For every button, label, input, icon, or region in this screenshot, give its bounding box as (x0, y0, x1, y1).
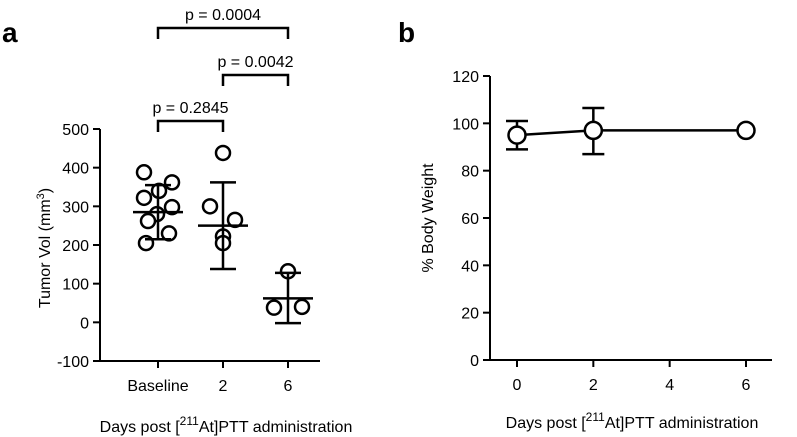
panel-b-y-tick-label: 100 (452, 116, 479, 133)
panel-a-significance-bracket (156, 26, 290, 39)
panel-b-y-tick-label: 80 (461, 164, 479, 181)
panel-b-chart: 0 20 40 60 80 100 120 0 2 4 6 (452, 69, 772, 394)
panel-a-p-value-label: p = 0.0042 (217, 54, 293, 71)
panel-a-significance-bracket (221, 73, 290, 86)
panel-a-xlabel-prefix: Days post [ (100, 419, 181, 436)
panel-a-chart: -100 0 100 200 300 400 500 Baseline 2 6 p = 0.0004… (57, 7, 320, 395)
panel-a-data-point (139, 212, 157, 230)
panel-a-data-point (214, 144, 232, 162)
panel-a-y-tick-label: 500 (62, 122, 89, 139)
panel-a-y-tick-label: 200 (62, 238, 89, 255)
panel-b-x-tick-label: 0 (513, 377, 522, 394)
panel-b-data-point (583, 120, 604, 141)
panel-a-ylabel-suffix: ) (37, 188, 54, 193)
panel-a-xlabel-suffix: At]PTT administration (199, 419, 353, 436)
panel-b-y-tick-label: 20 (461, 306, 479, 323)
panel-a-significance-bracket (156, 119, 225, 132)
panel-b-x-tick-label: 2 (589, 377, 598, 394)
panel-b-y-axis-title: % Body Weight (420, 163, 437, 273)
panel-a-y-tick-label: 0 (80, 315, 89, 332)
panel-a-p-value-label: p = 0.0004 (185, 7, 261, 24)
panel-a-data-point (163, 198, 181, 216)
panel-b-xlabel-sup: 211 (586, 410, 605, 424)
panel-a-data-point (201, 198, 219, 215)
panel-a-x-tick-label: Baseline (127, 378, 188, 395)
panel-b-x-tick-label: 6 (742, 377, 751, 394)
panel-a-x-tick-label: 2 (219, 378, 228, 395)
panel-a-data-point (265, 299, 283, 316)
panel-b-data-point (736, 120, 756, 141)
panel-b-x-axis-title: Days post [211At]PTT administration (506, 410, 759, 432)
panel-a-data-point (135, 189, 153, 207)
panel-b-y-tick-label: 60 (461, 211, 479, 228)
panel-label-a: a (2, 17, 18, 48)
panel-a-data-point (135, 164, 153, 181)
panel-b-y-tick-label: 40 (461, 258, 479, 275)
panel-b-data-point (507, 125, 527, 145)
panel-a-x-tick-label: 6 (284, 378, 293, 395)
panel-a-y-tick-label: 300 (62, 199, 89, 216)
panel-a-y-tick-label: -100 (57, 354, 89, 371)
panel-a-data-point (163, 174, 181, 191)
panel-a-y-axis-title: Tumor Vol (mm3) (35, 188, 54, 308)
panel-a-x-axis-title: Days post [211At]PTT administration (100, 414, 353, 436)
panel-a-ylabel-sup: 3 (35, 193, 47, 199)
panel-b-y-tick-label: 120 (452, 69, 479, 86)
panel-label-b: b (398, 17, 415, 48)
panel-a-p-value-label: p = 0.2845 (152, 100, 228, 117)
panel-a-y-tick-label: 400 (62, 161, 89, 178)
panel-b-xlabel-suffix: At]PTT administration (605, 415, 759, 432)
panel-a-ylabel-prefix: Tumor Vol (mm (37, 199, 54, 308)
panel-a-xlabel-sup: 211 (180, 414, 199, 428)
panel-a-y-tick-label: 100 (62, 277, 89, 294)
panel-b-x-tick-label: 4 (665, 377, 674, 394)
panel-b-y-tick-label: 0 (470, 353, 479, 370)
panel-b-series-line (516, 129, 746, 137)
panel-b-xlabel-prefix: Days post [ (506, 415, 587, 432)
panel-a-data-point (293, 298, 311, 316)
